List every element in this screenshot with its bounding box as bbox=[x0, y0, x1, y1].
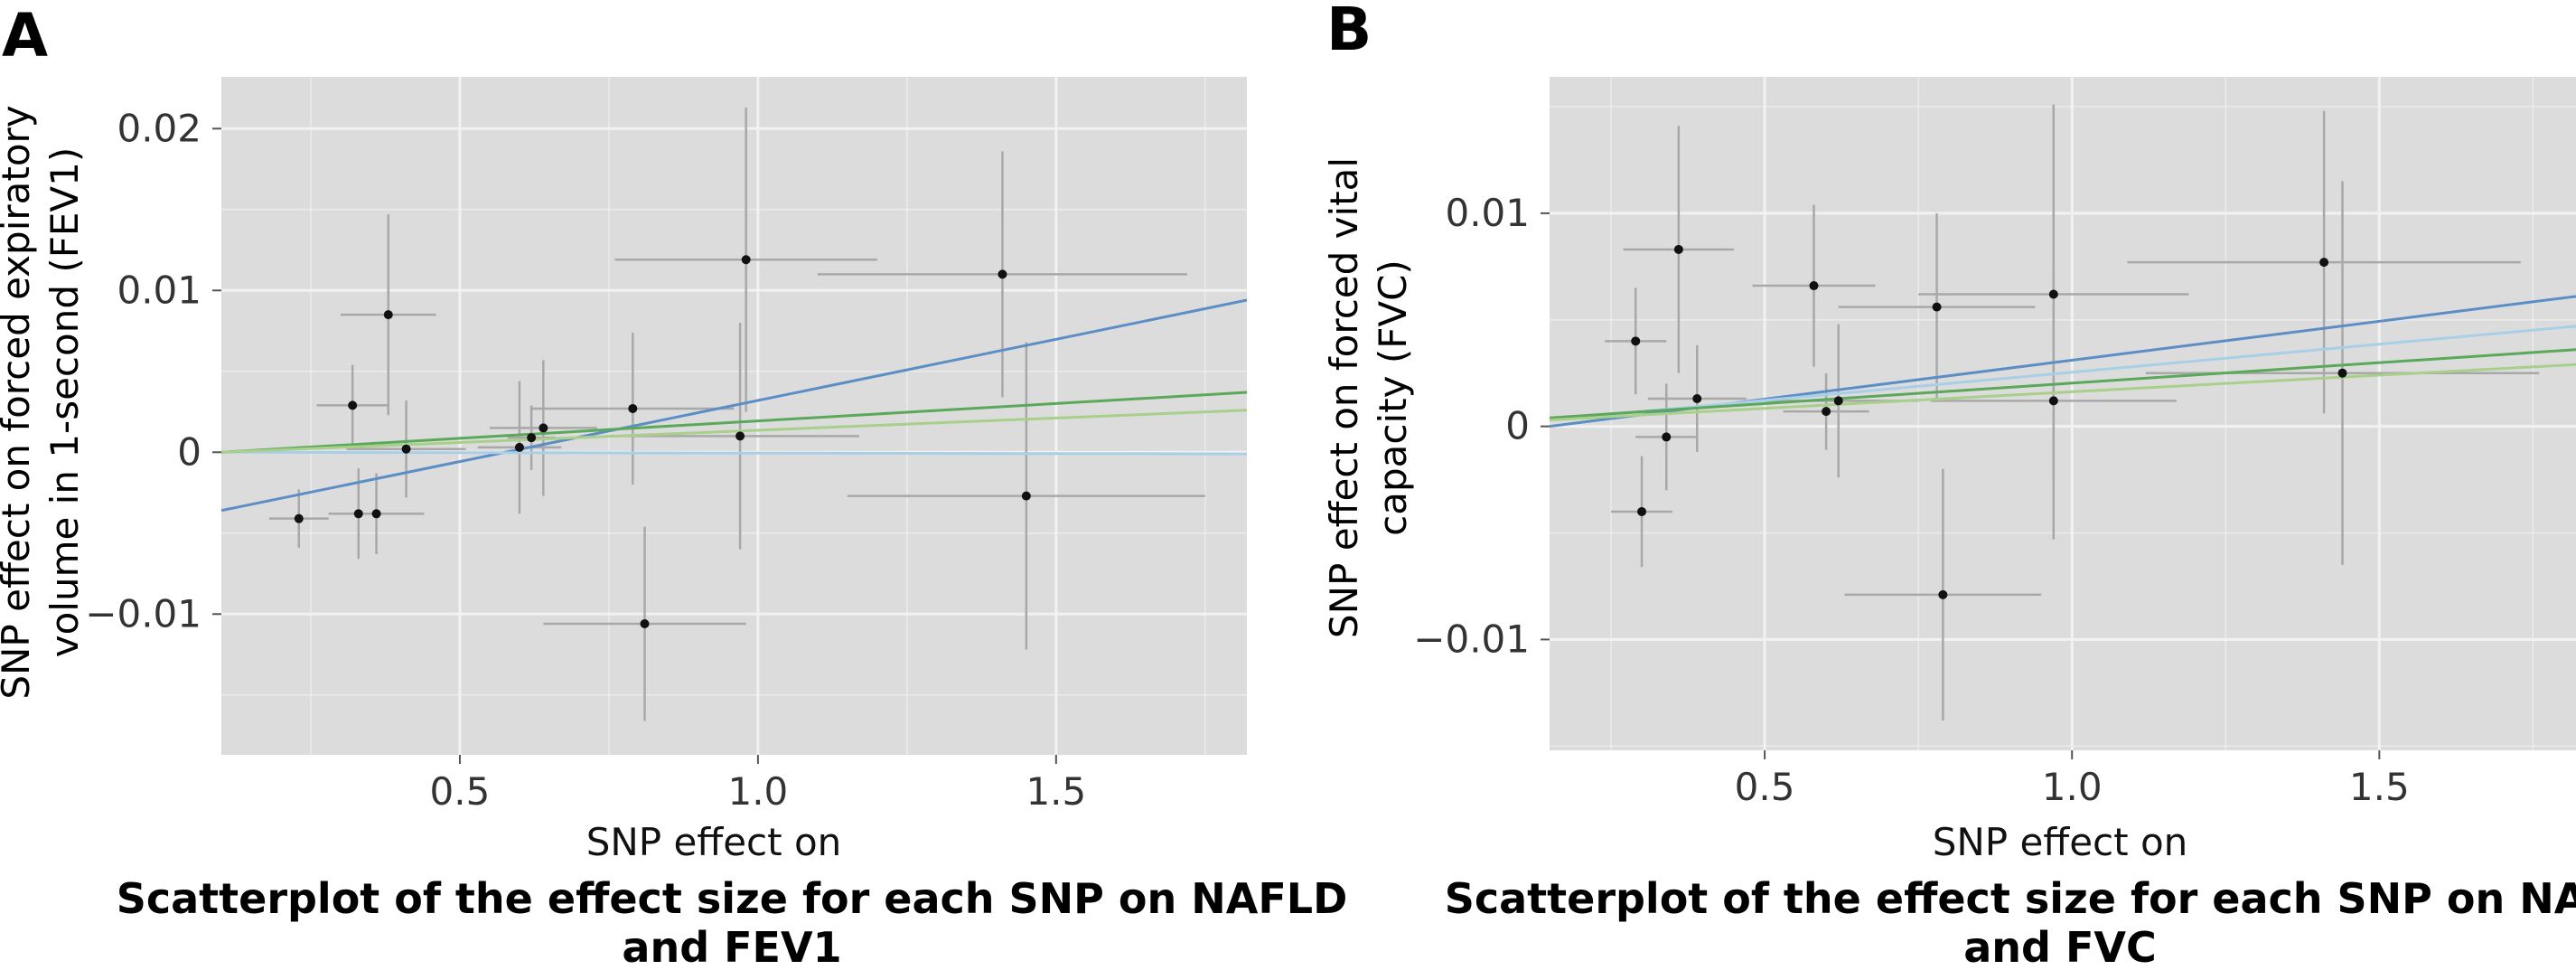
panel-a-y-tick-label: 0.01 bbox=[117, 268, 201, 312]
panel-a-y-tick-label: 0.02 bbox=[117, 106, 201, 150]
panel-a-x-tick-label: 0.5 bbox=[430, 769, 491, 814]
panel-a-data-point bbox=[998, 269, 1007, 279]
panel-b-data-point bbox=[1938, 589, 1948, 599]
panel-a-data-point bbox=[735, 431, 745, 441]
panel-b-x-tick-label: 1.0 bbox=[2042, 765, 2103, 809]
panel-b-data-point bbox=[1673, 244, 1683, 254]
panel-a-x-tick-label: 1.5 bbox=[1026, 769, 1086, 814]
panel-a-x-tick-label: 1.0 bbox=[727, 769, 788, 814]
panel-b-data-point bbox=[1631, 336, 1641, 346]
panel-a-data-point bbox=[371, 509, 381, 519]
panel-b-data-point bbox=[1809, 281, 1819, 291]
panel-a-data-point bbox=[741, 255, 751, 265]
panel-b-letter: B bbox=[1326, 0, 1372, 64]
panel-b-data-point bbox=[1932, 302, 1942, 312]
panel-b-data-point bbox=[2048, 396, 2058, 406]
panel-a-data-point bbox=[527, 433, 537, 443]
panel-a-data-point bbox=[348, 400, 358, 410]
panel-b: B SNP effect on forced vital capacity (F… bbox=[1322, 0, 2576, 970]
panel-a-data-point bbox=[514, 442, 524, 452]
panel-b-ylabel-line1: SNP effect on forced vital bbox=[1322, 157, 1366, 638]
panel-b-data-point bbox=[1692, 393, 1702, 403]
panel-b-caption-line2: and FVC bbox=[1963, 923, 2157, 970]
panel-a-data-point bbox=[628, 403, 638, 413]
panel-b-data-point bbox=[1637, 506, 1647, 516]
panel-b-caption-line1: Scatterplot of the effect size for each … bbox=[1445, 874, 2576, 923]
panel-b-x-tick-label: 0.5 bbox=[1735, 765, 1795, 809]
panel-a-regression-line bbox=[221, 298, 1247, 513]
panel-a-data-point bbox=[294, 513, 304, 523]
panel-a-y-tick-label: −0.01 bbox=[85, 591, 201, 636]
panel-a-data-point bbox=[640, 619, 650, 629]
panel-b-regression-line bbox=[1550, 325, 2576, 422]
panel-b-xlabel: SNP effect on bbox=[1933, 820, 2188, 864]
panel-b-data-point bbox=[2337, 368, 2347, 378]
panel-b-data-point bbox=[1662, 432, 1672, 442]
panel-a-caption-line2: and FEV1 bbox=[622, 923, 841, 970]
panel-a-ylabel-line1: SNP effect on forced expiratory bbox=[0, 105, 38, 699]
panel-a-data-point bbox=[539, 423, 548, 433]
panel-b-x-tick-label: 1.5 bbox=[2349, 765, 2410, 809]
panel-b-y-tick-label: 0 bbox=[1505, 404, 1530, 448]
panel-a-data-point bbox=[353, 509, 363, 519]
panel-a-data-point bbox=[1021, 491, 1031, 501]
panel-a-ylabel-line2: volume in 1-second (FEV1) bbox=[42, 147, 87, 658]
panel-a-regression-line bbox=[221, 409, 1247, 454]
panel-a-y-tick-label: 0 bbox=[177, 429, 201, 474]
panel-a-caption-line1: Scatterplot of the effect size for each … bbox=[117, 874, 1348, 923]
panel-b-regression-line bbox=[1550, 348, 2576, 419]
panel-b-data-point bbox=[1822, 407, 1831, 417]
panel-a-data-point bbox=[383, 310, 393, 320]
panel-b-y-tick-label: −0.01 bbox=[1413, 617, 1530, 661]
panel-a-letter: A bbox=[2, 1, 48, 71]
panel-b-regression-line bbox=[1550, 363, 2576, 422]
panel-b-y-tick-label: 0.01 bbox=[1445, 191, 1530, 235]
panel-b-data-point bbox=[2319, 258, 2329, 268]
panel-b-plot-background bbox=[1550, 77, 2576, 750]
panel-a-data-point bbox=[401, 444, 411, 454]
panel-a-xlabel: SNP effect on bbox=[586, 820, 842, 864]
panel-a: A SNP effect on forced expiratory volume… bbox=[0, 1, 1347, 970]
panel-a-regression-line bbox=[221, 391, 1247, 454]
panel-a-plot-area: 0.5 1.0 1.5 −0.01 0 0.01 0.02 bbox=[85, 77, 1247, 814]
panel-b-plot-area: 0.5 1.0 1.5 −0.01 0 0.01 bbox=[1413, 77, 2576, 809]
panel-b-ylabel-line2: capacity (FVC) bbox=[1371, 259, 1415, 536]
panel-b-data-point bbox=[2048, 289, 2058, 299]
panel-a-regression-line bbox=[221, 450, 1247, 456]
panel-b-data-point bbox=[1833, 396, 1843, 406]
